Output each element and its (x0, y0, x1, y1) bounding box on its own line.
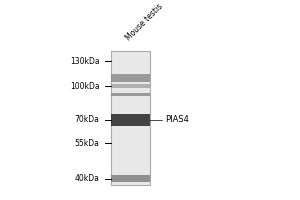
Text: 70kDa: 70kDa (75, 115, 100, 124)
Text: Mouse testis: Mouse testis (124, 2, 165, 43)
Text: 55kDa: 55kDa (75, 139, 100, 148)
Text: 130kDa: 130kDa (70, 57, 100, 66)
Bar (111, 84, 150, 88)
Bar (111, 175, 150, 182)
Bar (111, 51, 150, 185)
Text: 40kDa: 40kDa (75, 174, 100, 183)
Bar (111, 74, 150, 82)
Text: 100kDa: 100kDa (70, 82, 100, 91)
Bar (111, 114, 150, 126)
Bar (111, 93, 150, 96)
Text: PIAS4: PIAS4 (165, 115, 189, 124)
